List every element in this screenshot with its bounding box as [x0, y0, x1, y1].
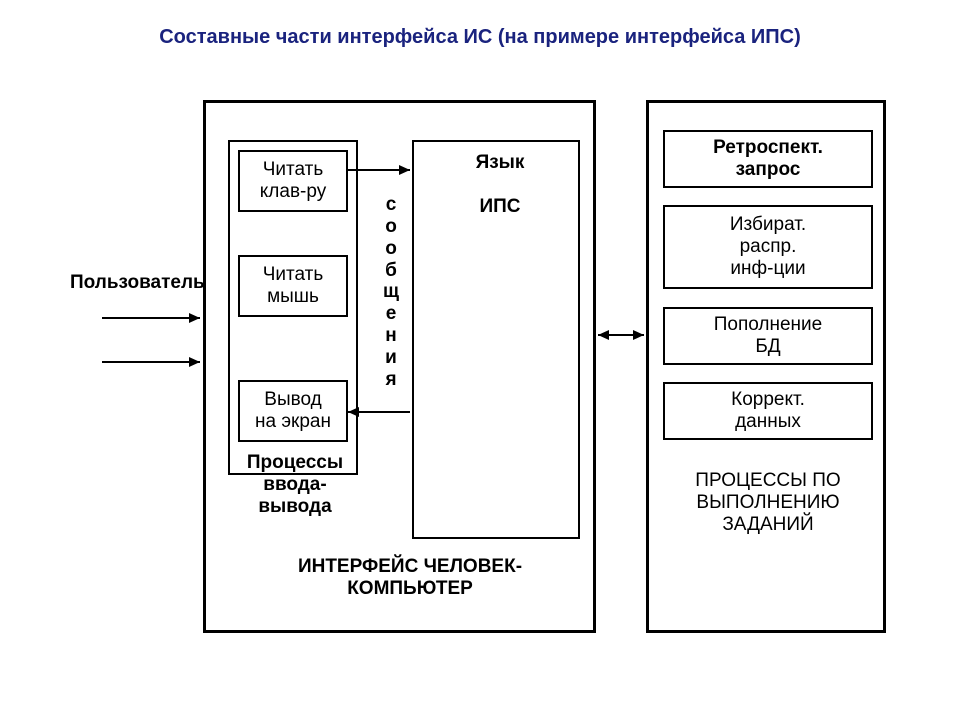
language-title: Язык ИПС [440, 152, 560, 218]
diagram-title: Составные части интерфейса ИС (на пример… [90, 26, 870, 49]
retrospective-label: Ретроспект. запрос [665, 132, 871, 186]
messages-vertical-label: сообщения [378, 194, 404, 391]
refill-label: Пополнение БД [665, 309, 871, 363]
selective-box: Избират. распр. инф-ции [663, 205, 873, 289]
read-mouse-box: Читать мышь [238, 255, 348, 317]
tasks-caption: ПРОЦЕССЫ ПО ВЫПОЛНЕНИЮ ЗАДАНИЙ [648, 470, 888, 536]
user-label: Пользователь [70, 272, 210, 294]
output-label: Вывод на экран [240, 382, 346, 440]
output-box: Вывод на экран [238, 380, 348, 442]
correct-label: Коррект. данных [665, 384, 871, 438]
refill-box: Пополнение БД [663, 307, 873, 365]
selective-label: Избират. распр. инф-ции [665, 207, 871, 287]
io-processes-caption: Процессы ввода- вывода [230, 452, 360, 518]
correct-box: Коррект. данных [663, 382, 873, 440]
diagram-canvas: Составные части интерфейса ИС (на пример… [0, 0, 960, 720]
read-keyboard-label: Читать клав-ру [240, 152, 346, 210]
interface-caption: ИНТЕРФЕЙС ЧЕЛОВЕК- КОМПЬЮТЕР [260, 556, 560, 600]
read-keyboard-box: Читать клав-ру [238, 150, 348, 212]
read-mouse-label: Читать мышь [240, 257, 346, 315]
retrospective-box: Ретроспект. запрос [663, 130, 873, 188]
